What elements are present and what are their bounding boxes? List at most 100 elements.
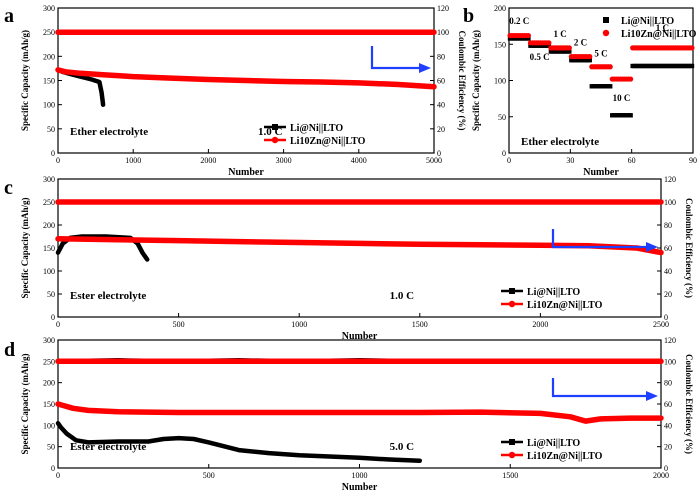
- x-tick-label: 1000: [352, 471, 368, 480]
- y-tick-label: 0: [502, 149, 506, 158]
- y-tick-label: 100: [43, 421, 55, 430]
- x-tick-label: 30: [566, 156, 574, 165]
- data-point: [546, 43, 552, 48]
- y2-tick-label: 0: [664, 313, 668, 322]
- x-tick-label: 5000: [426, 156, 442, 165]
- panel-b: b 0 30 60 90 0 50 100 150 200 Number Specific Capac…: [463, 4, 697, 178]
- rate-label: 1 C: [656, 23, 669, 33]
- y-tick-label: 300: [43, 336, 55, 345]
- data-point: [628, 113, 633, 118]
- x-tick-label: 0: [56, 471, 60, 480]
- panel-letter-b: b: [463, 5, 474, 27]
- y2-tick-label: 40: [664, 267, 672, 276]
- y2-tick-label: 80: [437, 52, 445, 61]
- y2-tick-label: 0: [664, 464, 668, 473]
- arrow-head: [646, 391, 658, 401]
- y2-tick-label: 80: [664, 221, 672, 230]
- y2-tick-label: 20: [437, 125, 445, 134]
- electrolyte-label: Ether electrolyte: [70, 126, 148, 138]
- x-axis-label: Number: [228, 167, 264, 178]
- rate-label: 5 C: [594, 49, 607, 59]
- y2-tick-label: 120: [664, 336, 676, 345]
- y-tick-label: 50: [47, 443, 55, 452]
- x-tick-label: 3000: [276, 156, 292, 165]
- y-tick-label: 150: [494, 40, 506, 49]
- y2-tick-label: 60: [664, 400, 672, 409]
- rate-label: 0.2 C: [509, 16, 529, 26]
- legend-entry: Li10Zn@Ni||LTO: [621, 29, 697, 40]
- panel-a: a0 1000 2000 3000 4000 5000050100150200250300…: [4, 4, 467, 178]
- rate-label: 1 C: [553, 29, 566, 39]
- legend-entry: Li@Ni||LTO: [527, 438, 580, 449]
- y2-tick-label: 60: [437, 77, 445, 86]
- x-axis-label: Number: [583, 167, 619, 178]
- electrolyte-label: Ether electrolyte: [521, 136, 599, 148]
- legend-marker: [509, 439, 515, 445]
- y2-tick-label: 40: [437, 101, 445, 110]
- x-tick-label: 1500: [502, 471, 518, 480]
- y-tick-label: 300: [43, 175, 55, 184]
- y-tick-label: 150: [43, 77, 55, 86]
- y-tick-label: 150: [43, 244, 55, 253]
- y-axis-label: Specific Capacity (mAh/g): [20, 354, 30, 455]
- y2-axis-label: Coulombic Efficiency (%): [684, 198, 694, 298]
- data-point: [628, 76, 634, 82]
- x-tick-label: 4000: [351, 156, 367, 165]
- panel-letter-c: c: [4, 177, 13, 199]
- legend-entry: Li@Ni||LTO: [527, 287, 580, 298]
- series-line-capacity: [55, 420, 423, 463]
- y-tick-label: 100: [43, 101, 55, 110]
- y2-tick-label: 20: [664, 443, 672, 452]
- rate-label: 0.5 C: [530, 52, 550, 62]
- y-tick-label: 200: [43, 379, 55, 388]
- legend-marker: [602, 29, 610, 37]
- y2-tick-label: 0: [437, 149, 441, 158]
- x-tick-label: 1000: [125, 156, 141, 165]
- y-tick-label: 200: [43, 52, 55, 61]
- data-point: [587, 58, 592, 63]
- x-tick-label: 1500: [412, 320, 428, 329]
- panel-letter-a: a: [4, 5, 14, 27]
- data-point: [608, 84, 613, 89]
- x-tick-label: 60: [628, 156, 636, 165]
- x-tick-label: 2500: [653, 320, 669, 329]
- arrow-head: [419, 63, 431, 73]
- electrolyte-label: Ester electrolyte: [70, 290, 146, 302]
- indicator-arrow: [551, 378, 648, 398]
- y-tick-label: 100: [494, 77, 506, 86]
- y-tick-label: 200: [494, 4, 506, 13]
- y2-tick-label: 80: [664, 379, 672, 388]
- x-axis-label: Number: [342, 331, 378, 342]
- legend-entry: Li10Zn@Ni||LTO: [527, 451, 603, 462]
- y-tick-label: 50: [47, 125, 55, 134]
- y-tick-label: 250: [43, 28, 55, 37]
- legend-marker: [508, 451, 516, 459]
- data-point: [607, 64, 613, 70]
- legend-entry: Li@Ni||LTO: [621, 16, 674, 27]
- y-tick-label: 150: [43, 400, 55, 409]
- x-tick-label: 0: [56, 156, 60, 165]
- legend-marker: [272, 124, 278, 130]
- y2-tick-label: 100: [437, 28, 449, 37]
- rate-label: 10 C: [613, 93, 631, 103]
- y-tick-label: 0: [51, 313, 55, 322]
- panel-c: c0 500 1000 1500 2000 25000501001502002503000…: [4, 175, 694, 342]
- y2-axis-label: Coulombic Efficiency (%): [684, 354, 694, 454]
- y-axis-label: Specific Capacity (mAh/g): [20, 198, 30, 299]
- legend-marker: [508, 300, 516, 308]
- x-tick-label: 500: [203, 471, 215, 480]
- y-tick-label: 250: [43, 357, 55, 366]
- panel-letter-d: d: [4, 339, 15, 361]
- y2-axis-label: Coulombic Efficiency (%): [457, 31, 467, 131]
- legend-entry: Li10Zn@Ni||LTO: [290, 136, 366, 147]
- x-tick-label: 500: [173, 320, 185, 329]
- series-line-capacity: [55, 236, 664, 256]
- data-point: [566, 45, 572, 51]
- legend-marker: [603, 17, 609, 23]
- x-tick-label: 2000: [200, 156, 216, 165]
- y-tick-label: 100: [43, 267, 55, 276]
- y2-tick-label: 20: [664, 290, 672, 299]
- x-tick-label: 2000: [532, 320, 548, 329]
- rate-label: 1.0 C: [390, 290, 415, 302]
